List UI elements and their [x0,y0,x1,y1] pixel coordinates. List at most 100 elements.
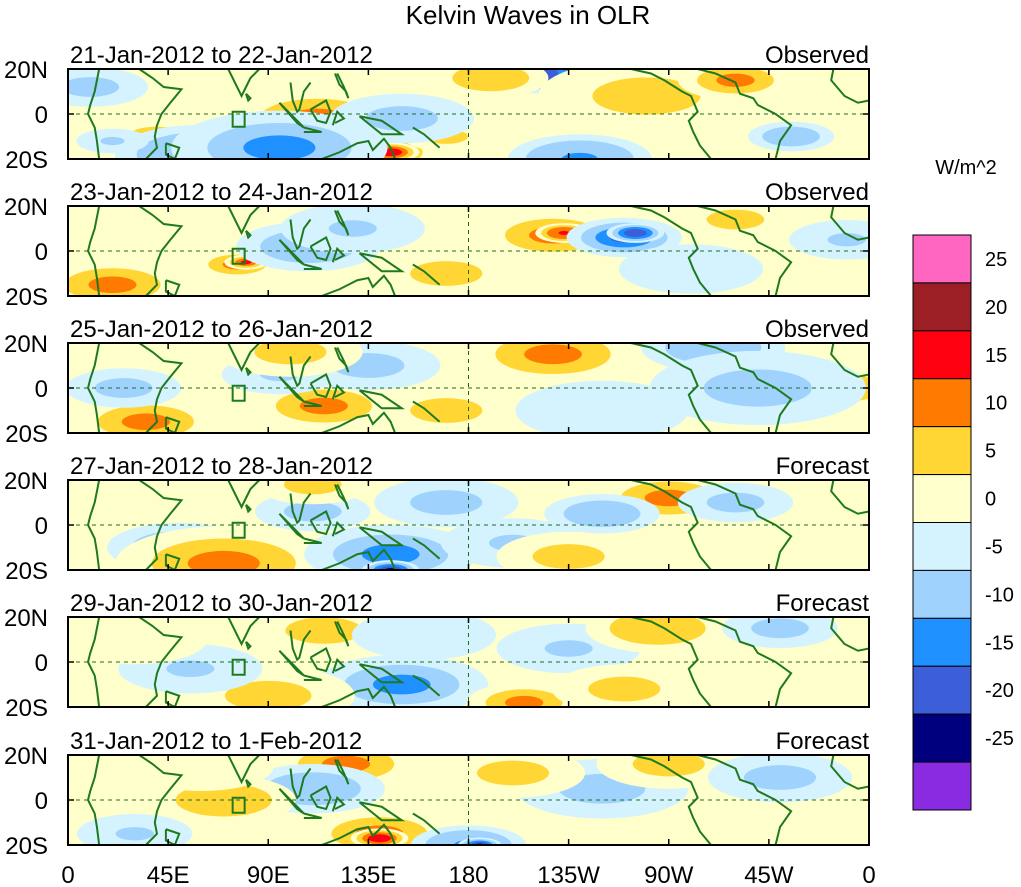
coastline [334,484,350,510]
olr-blob [471,71,510,85]
y-tick-label: 20N [4,605,48,632]
olr-blob [283,480,342,495]
coastline [412,263,441,286]
coastline [138,480,184,570]
colorbar-swatch [912,713,972,763]
coastline [303,812,322,819]
x-axis: 0 45E 90E 135E 180 135W 90W 45W 0 [61,862,875,887]
coastline [309,647,332,673]
y-tick-label: 20N [4,194,48,221]
olr-blob [410,261,483,286]
y-tick-label: 0 [35,788,48,815]
coastline [630,206,712,296]
coastline [245,641,252,651]
panel-1: 21-Jan-2012 to 22-Jan-2012 Observed 20N 0 20… [4,42,870,174]
coastline [331,657,346,674]
x-tick-label: 45E [147,862,190,887]
coastline [309,373,332,399]
olr-field [68,206,869,296]
coastline [321,823,397,845]
coastline [830,343,869,378]
y-tick-label: 20N [4,331,48,358]
colorbar-label: 15 [985,345,1007,367]
panel-date-label: 23-Jan-2012 to 24-Jan-2012 [70,179,373,206]
panel-date-label: 27-Jan-2012 to 28-Jan-2012 [70,453,373,480]
coastline [358,526,406,547]
coastline [334,210,350,236]
coastline [334,347,350,373]
coastline [289,355,312,388]
olr-blob [629,231,642,235]
colorbar-label: -20 [985,680,1014,702]
olr-blob [98,627,171,652]
colorbar-label: 10 [985,393,1007,415]
olr-blob [121,413,170,430]
coastline [289,629,312,662]
olr-blob [225,680,312,707]
coastline [830,69,869,104]
coastline [245,779,252,789]
coastline [245,504,252,514]
olr-blob [558,231,570,235]
panel-date-label: 25-Jan-2012 to 26-Jan-2012 [70,316,373,343]
olr-blob [751,618,809,639]
coastline [412,674,441,697]
coastline [164,690,181,707]
panel-4: 27-Jan-2012 to 28-Jan-2012 Forecast 20N 0 20… [4,453,870,585]
coastline [289,81,312,114]
coastline [227,343,261,373]
coastline [86,343,101,433]
olr-blob [165,755,238,779]
panel-5: 29-Jan-2012 to 30-Jan-2012 Forecast 20N 0 20… [4,590,870,722]
olr-blob [654,256,728,282]
coastline [164,142,181,159]
x-tick-label: 0 [862,862,875,887]
olr-blob [187,550,260,570]
y-tick-label: 0 [35,513,48,540]
coastline [227,617,261,647]
coastlines [86,617,869,707]
x-tick-label: 180 [448,862,488,887]
colorbar-swatch [912,569,972,619]
y-tick-label: 20S [5,833,48,860]
region-box [231,521,246,539]
olr-blob [88,276,137,293]
colorbar-swatch [912,426,972,476]
colorbar-label: 25 [985,249,1007,271]
coastline [164,553,181,570]
olr-blob [524,344,582,365]
y-tick-label: 0 [35,376,48,403]
olr-blob [827,233,866,247]
coastline [412,537,441,560]
panel-status-label: Forecast [776,728,870,755]
coastline [334,621,350,647]
olr-blob [561,152,598,159]
coastline [412,812,441,835]
olr-blob [115,827,154,841]
coastline [138,617,184,707]
coastline [697,206,793,296]
coastline [321,411,397,433]
coastline [138,755,184,845]
olr-blob [166,660,215,677]
panel-6: 31-Jan-2012 to 1-Feb-2012 Forecast 20N 0 20S [4,728,870,860]
coastline [358,801,406,822]
coastline [227,755,261,785]
olr-blob [387,622,461,648]
olr-blob [304,623,344,638]
coastlines [86,480,869,570]
panels-group: 21-Jan-2012 to 22-Jan-2012 Observed 20N 0 20… [4,42,870,860]
olr-blob [243,135,316,159]
coastline [830,617,869,652]
colorbar-swatch [912,234,972,284]
coastline [331,520,346,537]
units-label: W/m^2 [935,157,997,179]
olr-blob [299,397,348,415]
y-tick-label: 20S [5,421,48,448]
olr-blob [582,507,622,521]
coastline [321,274,397,296]
x-tick-label: 135E [340,862,396,887]
coastline [86,69,101,159]
colorbar-swatch [912,282,972,332]
